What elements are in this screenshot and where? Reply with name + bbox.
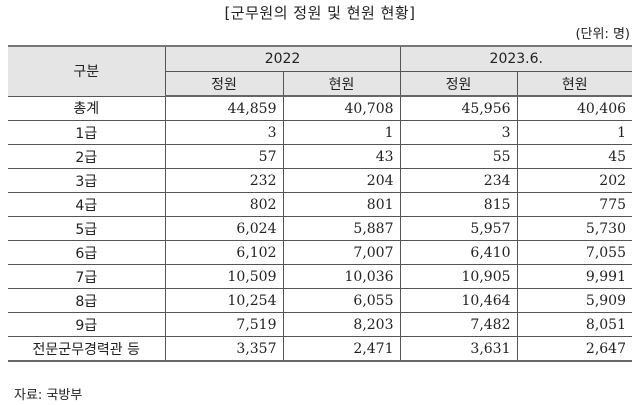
cell-value: 2,471 <box>282 336 401 362</box>
row-label: 6급 <box>8 240 166 265</box>
year-header-2022: 2022 <box>164 45 401 72</box>
cell-value: 44,859 <box>164 95 284 121</box>
cell-value: 6,055 <box>282 288 401 313</box>
cell-value: 6,024 <box>164 216 284 241</box>
row-label: 1급 <box>8 120 166 145</box>
cell-value: 8,051 <box>516 312 633 337</box>
subheader: 현원 <box>516 71 633 97</box>
table-row: 2급 57 43 55 45 <box>8 144 633 169</box>
table-row: 3급 232 204 234 202 <box>8 168 633 193</box>
header-row-years: 구분 2022 2023.6. <box>8 45 633 97</box>
cell-value: 10,464 <box>399 288 518 313</box>
year-header-2023: 2023.6. <box>399 45 633 72</box>
cell-value: 7,519 <box>164 312 284 337</box>
cell-value: 57 <box>164 144 284 169</box>
cell-value: 8,203 <box>282 312 401 337</box>
header-row-types: 정원 현원 정원 현원 <box>8 71 633 97</box>
cell-value: 202 <box>516 168 633 193</box>
cell-value: 204 <box>282 168 401 193</box>
table-row: 9급 7,519 8,203 7,482 8,051 <box>8 312 633 337</box>
subheader: 정원 <box>399 71 518 97</box>
cell-value: 10,509 <box>164 264 284 289</box>
subheader: 정원 <box>165 71 284 97</box>
cell-value: 43 <box>282 144 401 169</box>
cell-value: 7,055 <box>516 240 633 265</box>
cell-value: 55 <box>399 144 518 169</box>
table-row: 전문군무경력관 등 3,357 2,471 3,631 2,647 <box>8 336 633 362</box>
row-label: 9급 <box>8 312 166 337</box>
cell-value: 234 <box>399 168 518 193</box>
cell-value: 802 <box>164 192 284 217</box>
cell-value: 10,254 <box>164 288 284 313</box>
source-note: 자료: 국방부 <box>14 388 83 403</box>
cell-value: 40,708 <box>282 95 401 121</box>
cell-value: 3,357 <box>164 336 284 362</box>
table-row: 총계 44,859 40,708 45,956 40,406 <box>8 95 633 121</box>
cell-value: 5,957 <box>399 216 518 241</box>
cell-value: 6,102 <box>164 240 284 265</box>
table-row: 4급 802 801 815 775 <box>8 192 633 217</box>
unit-label: (단위: 명) <box>575 27 630 42</box>
cell-value: 3,631 <box>399 336 518 362</box>
cell-value: 9,991 <box>516 264 633 289</box>
cell-value: 232 <box>164 168 284 193</box>
row-header: 구분 <box>8 45 166 97</box>
table-row: 7급 10,509 10,036 10,905 9,991 <box>8 264 633 289</box>
row-label: 7급 <box>8 264 166 289</box>
table-row: 1급 3 1 3 1 <box>8 120 633 145</box>
cell-value: 775 <box>516 192 633 217</box>
cell-value: 3 <box>399 120 518 145</box>
cell-value: 6,410 <box>399 240 518 265</box>
row-label: 2급 <box>8 144 166 169</box>
cell-value: 7,482 <box>399 312 518 337</box>
row-label: 전문군무경력관 등 <box>8 336 166 362</box>
cell-value: 5,909 <box>516 288 633 313</box>
row-label: 3급 <box>8 168 166 193</box>
table-row: 6급 6,102 7,007 6,410 7,055 <box>8 240 633 265</box>
cell-value: 7,007 <box>282 240 401 265</box>
subheader: 현원 <box>282 71 401 97</box>
cell-value: 801 <box>282 192 401 217</box>
cell-value: 1 <box>282 120 401 145</box>
row-label: 총계 <box>8 95 166 121</box>
row-label: 8급 <box>8 288 166 313</box>
cell-value: 40,406 <box>516 95 633 121</box>
cell-value: 45 <box>516 144 633 169</box>
row-label: 5급 <box>8 216 166 241</box>
cell-value: 5,730 <box>516 216 633 241</box>
cell-value: 10,905 <box>399 264 518 289</box>
cell-value: 3 <box>164 120 284 145</box>
table-row: 8급 10,254 6,055 10,464 5,909 <box>8 288 633 313</box>
personnel-table: 구분 2022 2023.6. 정원 현원 정원 현원 총계 44,859 40,7… <box>8 45 633 362</box>
cell-value: 1 <box>516 120 633 145</box>
cell-value: 2,647 <box>516 336 633 362</box>
table-row: 5급 6,024 5,887 5,957 5,730 <box>8 216 633 241</box>
row-label: 4급 <box>8 192 166 217</box>
cell-value: 10,036 <box>282 264 401 289</box>
cell-value: 815 <box>399 192 518 217</box>
cell-value: 45,956 <box>399 95 518 121</box>
table-title: [군무원의 정원 및 현원 현황] <box>224 4 416 22</box>
cell-value: 5,887 <box>282 216 401 241</box>
